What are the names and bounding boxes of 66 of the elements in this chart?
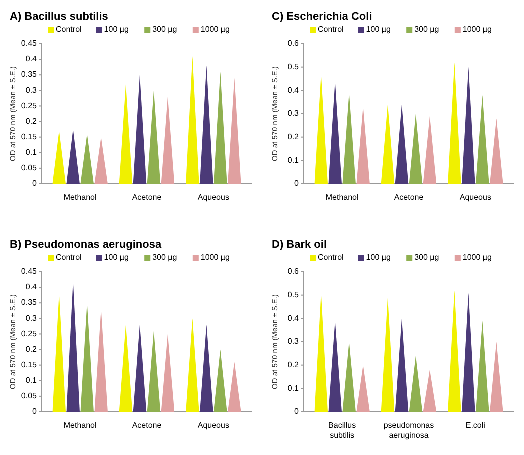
legend-label: 1000 µg: [200, 25, 230, 34]
chart-title: C) Escherichia Coli: [272, 11, 372, 23]
x-tick-label: Acetone: [394, 193, 424, 202]
x-tick-label: Acetone: [132, 421, 162, 430]
x-tick-label: Methanol: [64, 193, 98, 202]
y-tick-label: 0.3: [288, 109, 300, 118]
x-tick-label: E.coli: [466, 421, 486, 430]
y-tick-label: 0: [32, 179, 38, 188]
legend-label: 300 µg: [152, 253, 178, 262]
legend-label: 100 µg: [366, 25, 391, 34]
y-tick-label: 0.3: [288, 337, 300, 346]
legend-label: 100 µg: [104, 25, 129, 34]
chart-title: A) Bacillus subtilis: [10, 11, 108, 23]
x-tick-label: Methanol: [326, 193, 360, 202]
y-tick-label: 0: [294, 179, 300, 188]
x-tick-label: Methanol: [64, 421, 98, 430]
legend-label: 1000 µg: [462, 253, 492, 262]
x-tick-label: Bacillus subtilis: [328, 421, 356, 440]
y-tick-label: 0.1: [26, 376, 38, 385]
legend-label: 300 µg: [152, 25, 178, 34]
chart-title: B) Pseudomonas aeruginosa: [10, 239, 162, 251]
legend-label: 1000 µg: [200, 253, 230, 262]
y-tick-label: 0.4: [26, 282, 38, 292]
legend-label: 1000 µg: [462, 25, 492, 34]
y-tick-label: 0.35: [21, 70, 38, 80]
y-tick-label: 0.45: [21, 39, 38, 48]
legend-label: Control: [318, 25, 344, 34]
y-tick-label: 0.25: [21, 101, 38, 110]
x-tick-label: Aqueous: [198, 421, 230, 430]
y-tick-label: 0.1: [288, 156, 300, 165]
y-tick-label: 0.4: [288, 86, 300, 95]
y-tick-label: 0.4: [26, 54, 38, 64]
x-tick-label: Aqueous: [198, 193, 230, 202]
y-tick-label: 0.15: [21, 132, 38, 142]
chart-title: D) Bark oil: [272, 239, 328, 251]
y-tick-label: 0.2: [26, 344, 38, 354]
legend-label: 100 µg: [104, 253, 129, 262]
y-tick-label: 0.45: [21, 267, 38, 276]
y-tick-label: 0.2: [288, 132, 300, 142]
y-tick-label: 0.15: [21, 360, 38, 370]
y-tick-label: 0.3: [26, 86, 38, 95]
y-tick-label: 0.6: [288, 267, 300, 276]
y-tick-label: 0.2: [26, 116, 38, 126]
legend-label: Control: [56, 253, 82, 262]
y-tick-label: 0: [294, 407, 300, 416]
legend-label: 300 µg: [414, 25, 440, 34]
y-tick-label: 0.5: [288, 62, 300, 72]
y-tick-label: 0.05: [21, 392, 38, 401]
y-tick-label: 0.1: [26, 148, 38, 157]
y-tick-label: 0.4: [288, 314, 300, 323]
y-tick-label: 0.5: [288, 290, 300, 300]
x-tick-label: pseudomonas aeruginosa: [384, 421, 434, 440]
y-tick-label: 0.05: [21, 164, 38, 173]
x-tick-label: Aqueous: [460, 193, 492, 202]
y-tick-label: 0.3: [26, 314, 38, 323]
y-tick-label: 0.25: [21, 329, 38, 338]
legend-label: Control: [56, 25, 82, 34]
y-tick-label: 0.6: [288, 39, 300, 48]
x-tick-label: Acetone: [132, 193, 162, 202]
legend-label: 300 µg: [414, 253, 440, 262]
y-tick-label: 0.35: [21, 298, 38, 308]
y-tick-label: 0.2: [288, 360, 300, 370]
legend-label: 100 µg: [366, 253, 391, 262]
legend-label: Control: [318, 253, 344, 262]
y-tick-label: 0: [32, 407, 38, 416]
y-tick-label: 0.1: [288, 384, 300, 393]
